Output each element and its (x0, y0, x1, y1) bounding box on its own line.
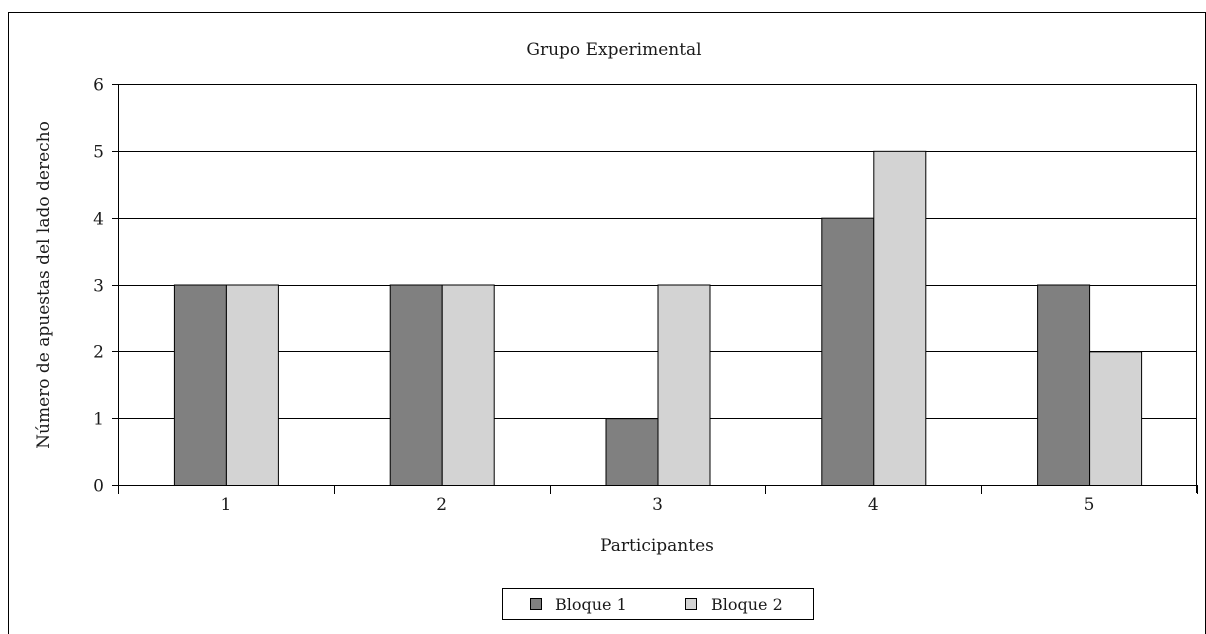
bar-bloque-1-participant-2 (389, 284, 443, 486)
bar-bloque-2-participant-4 (873, 150, 927, 486)
axes (112, 84, 1198, 494)
y-tick-label: 3 (93, 277, 104, 297)
legend-swatch-bloque-1 (530, 598, 542, 610)
legend-label-bloque-2: Bloque 2 (711, 595, 783, 614)
x-tick-label: 3 (652, 495, 663, 515)
x-tick-label: 4 (868, 495, 879, 515)
y-tick-label: 6 (93, 76, 104, 96)
y-tick-label: 1 (93, 410, 104, 430)
y-axis-label: Número de apuestas del lado derecho (34, 121, 54, 449)
y-tick-labels: 0 1 2 3 4 5 6 (93, 76, 104, 497)
bar-bloque-2-participant-2 (441, 284, 495, 486)
bar-bloque-2-participant-5 (1089, 351, 1143, 487)
y-tick-label: 2 (93, 343, 104, 363)
bar-bloque-1-participant-3 (605, 418, 659, 486)
chart-title: Grupo Experimental (526, 40, 701, 60)
legend-label-bloque-1: Bloque 1 (555, 595, 627, 614)
y-tick-label: 4 (93, 210, 104, 230)
legend-box (502, 588, 814, 620)
legend-swatch-bloque-2 (685, 598, 697, 610)
bar-bloque-2-participant-3 (657, 284, 711, 486)
x-tick-label: 1 (220, 495, 231, 515)
x-tick-labels: 1 2 3 4 5 (220, 495, 1094, 515)
legend: Bloque 1 Bloque 2 (502, 588, 814, 620)
x-tick-label: 2 (436, 495, 447, 515)
bars (173, 150, 1143, 487)
bar-bloque-2-participant-1 (225, 284, 279, 486)
y-tick-label: 0 (93, 477, 104, 497)
y-tick-label: 5 (93, 143, 104, 163)
bar-bloque-1-participant-4 (821, 217, 875, 487)
bar-bloque-1-participant-1 (173, 284, 227, 486)
x-axis-label: Participantes (600, 536, 714, 556)
bar-bloque-1-participant-5 (1037, 284, 1091, 486)
x-tick-label: 5 (1084, 495, 1095, 515)
